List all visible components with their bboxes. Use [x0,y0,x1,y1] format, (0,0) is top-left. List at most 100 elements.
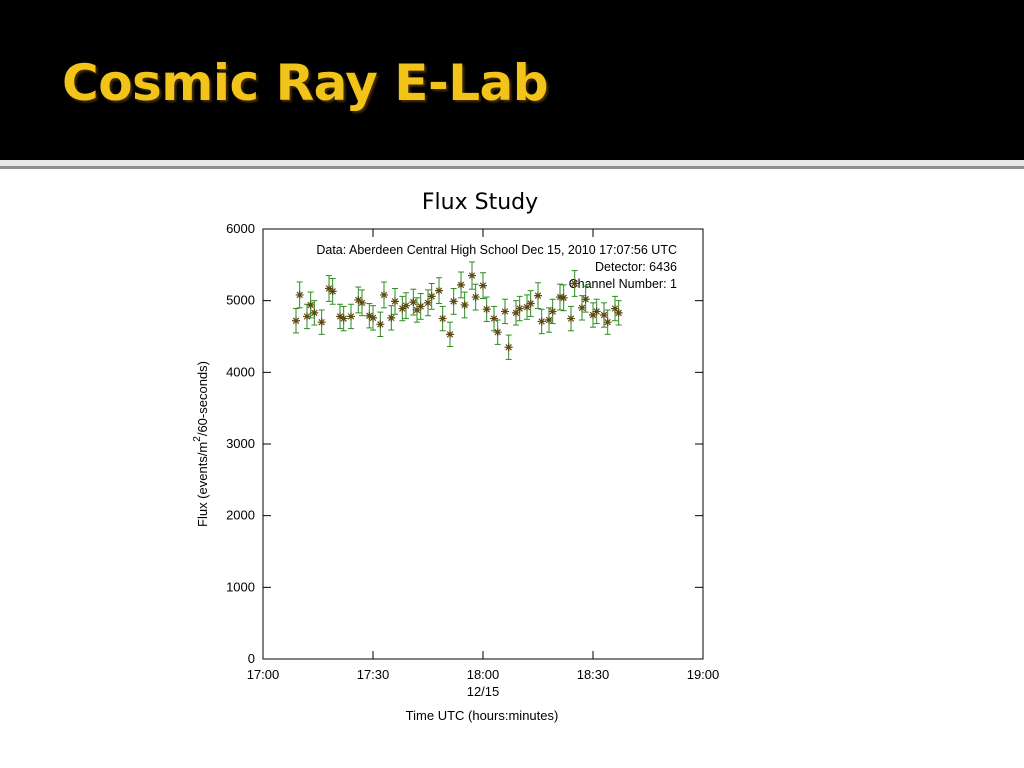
y-tick-label: 2000 [226,508,255,523]
asterisk-marker [339,314,348,323]
data-point [376,311,385,337]
data-point [556,283,564,311]
data-point [501,298,509,325]
y-tick-label: 0 [248,651,255,666]
asterisk-marker [468,271,476,280]
asterisk-marker [614,308,623,317]
data-point [600,302,608,328]
asterisk-marker [490,314,498,323]
data-point [328,277,337,305]
asterisk-marker [347,312,355,321]
annotation-data-source: Data: Aberdeen Central High School Dec 1… [316,243,677,257]
data-point [534,282,542,310]
chart-title: Flux Study [422,190,538,215]
asterisk-marker [570,279,579,288]
asterisk-marker [567,314,575,323]
y-axis-label-tail: /60-seconds) [195,361,210,436]
data-point [402,292,410,320]
data-point [548,298,557,325]
asterisk-marker [603,318,612,327]
asterisk-marker [449,297,458,306]
y-axis: 0 1000 2000 3000 4000 5000 6000 [226,221,703,666]
y-tick-label: 1000 [226,579,255,594]
data-point [589,302,597,328]
data-point [427,282,436,310]
data-point [317,309,326,335]
asterisk-marker [438,314,447,323]
data-point [449,287,458,315]
slide-header: Cosmic Ray E-Lab [0,0,1024,160]
data-point [460,291,469,319]
asterisk-marker [534,291,542,300]
header-divider-dark [0,166,1024,169]
data-point [567,305,575,332]
y-axis-label-sup: 2 [192,436,203,442]
data-point [416,293,425,320]
asterisk-marker [526,299,535,308]
asterisk-marker [369,313,377,322]
data-point [537,308,546,335]
asterisk-marker [380,290,388,299]
asterisk-marker [354,295,363,304]
data-point [435,277,443,305]
asterisk-marker [545,316,553,325]
annotation-detector: Detector: 6436 [595,260,677,274]
asterisk-marker [387,313,396,322]
data-point [365,303,374,329]
data-point [387,305,396,331]
data-point [354,286,363,314]
asterisk-marker [512,308,520,317]
asterisk-marker [292,316,300,325]
y-tick-label: 3000 [226,436,255,451]
asterisk-marker [501,307,509,316]
data-point [295,281,304,309]
asterisk-marker [310,308,319,317]
asterisk-marker [479,281,487,290]
data-point [592,298,601,325]
x-date-label: 12/15 [467,684,500,699]
data-point [347,303,355,330]
y-axis-label: Flux (events/m2/60-seconds) [192,361,210,527]
data-point [479,272,487,300]
asterisk-marker [365,311,374,320]
data-point [515,295,524,322]
asterisk-marker [592,307,601,316]
y-tick-label: 4000 [226,364,255,379]
asterisk-marker [306,300,315,309]
asterisk-marker [523,303,531,312]
asterisk-marker [578,303,586,312]
header-divider-light [0,160,1024,166]
data-point [512,300,520,326]
asterisk-marker [409,298,418,307]
asterisk-marker [559,293,568,302]
asterisk-marker [556,293,564,302]
data-point [493,319,502,345]
slide-title: Cosmic Ray E-Lab [62,54,549,112]
data-point [526,290,535,317]
asterisk-marker [398,304,407,313]
asterisk-marker [295,290,304,299]
asterisk-marker [493,328,502,337]
data-point [409,288,418,316]
data-point [614,300,623,326]
data-point [446,321,454,348]
data-point [325,275,333,302]
x-tick-label: 19:00 [687,667,720,682]
data-point [523,294,531,320]
data-point [303,303,311,330]
x-tick-label: 18:00 [467,667,500,682]
asterisk-marker [460,300,469,309]
data-point [398,295,407,322]
y-tick-label: 6000 [226,221,255,236]
asterisk-marker [589,311,597,319]
data-point [504,334,513,360]
asterisk-marker [328,287,337,296]
data-point [358,289,366,317]
flux-series [292,261,623,360]
x-tick-label: 18:30 [577,667,610,682]
x-tick-label: 17:00 [247,667,280,682]
asterisk-marker [391,297,399,306]
asterisk-marker [376,320,385,329]
asterisk-marker [303,312,311,321]
x-axis-label: Time UTC (hours:minutes) [406,708,559,723]
